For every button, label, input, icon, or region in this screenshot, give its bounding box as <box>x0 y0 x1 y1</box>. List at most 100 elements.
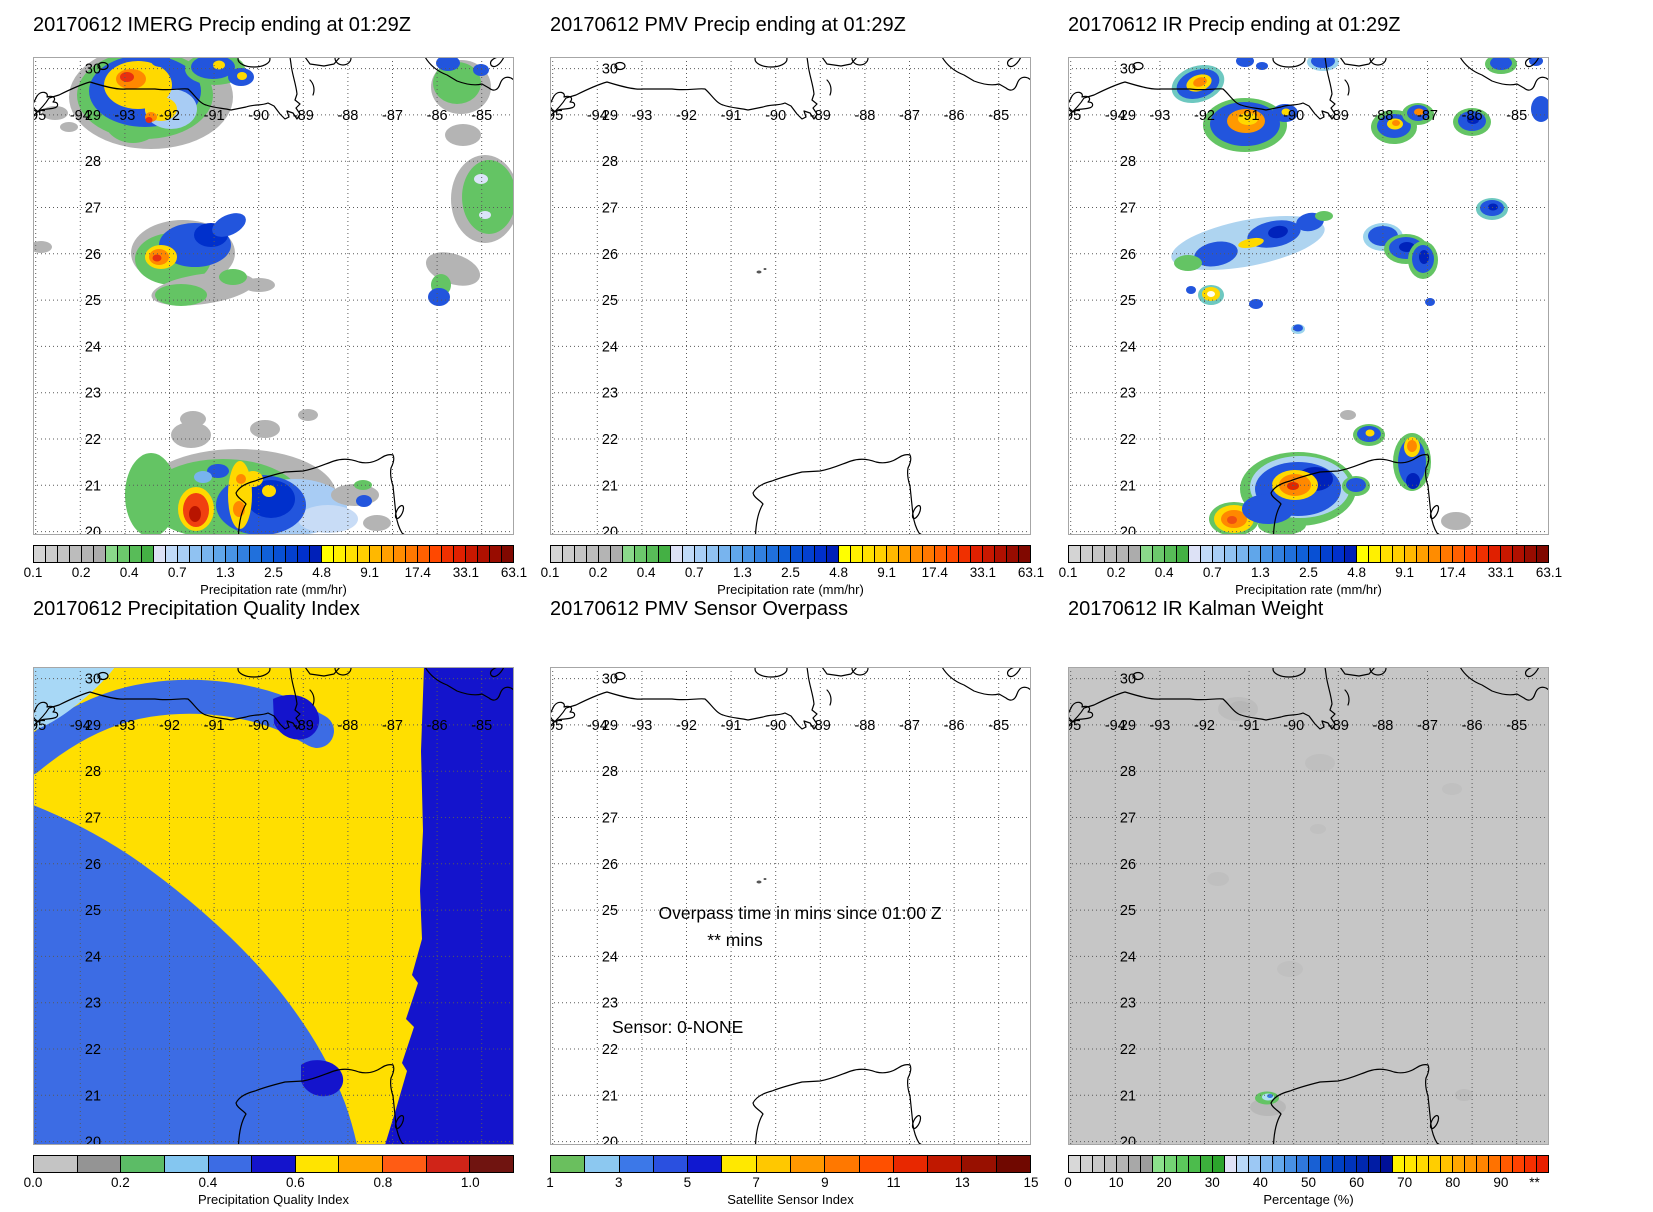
colorbar-cell <box>1297 546 1309 562</box>
coastline <box>550 57 1031 535</box>
colorbar-cell <box>1525 1156 1537 1172</box>
colorbar-cell <box>722 1156 757 1172</box>
colorbar-precip-rate <box>550 545 1031 563</box>
page-title: 20170612 IR Precip ending at 01:29Z <box>1068 14 1401 36</box>
colorbar-cell <box>1225 1156 1237 1172</box>
colorbar-cell <box>1537 1156 1548 1172</box>
colorbar-cell <box>1249 546 1261 562</box>
lat-tick-label: 21 <box>1120 1088 1136 1104</box>
colorbar-cell <box>34 546 46 562</box>
lon-tick-label: -86 <box>944 108 965 124</box>
lat-tick-label: 30 <box>1120 62 1136 78</box>
colorbar-tick-label: 0.7 <box>167 565 187 580</box>
colorbar-cell <box>1345 546 1357 562</box>
colorbar-tick-label: 80 <box>1445 1175 1461 1190</box>
lon-tick-label: -91 <box>204 108 225 124</box>
lat-tick-label: 22 <box>1120 1042 1136 1058</box>
lon-tick-label: -92 <box>1194 718 1215 734</box>
lat-tick-label: 22 <box>85 1042 101 1058</box>
colorbar-cell <box>77 1156 122 1172</box>
colorbar-cell <box>1393 1156 1405 1172</box>
colorbar-cell <box>1513 1156 1525 1172</box>
colorbar-cell <box>575 546 587 562</box>
lat-tick-label: 22 <box>602 1042 618 1058</box>
colorbar-cell <box>1417 1156 1429 1172</box>
colorbar-cell <box>1177 1156 1189 1172</box>
lat-tick-label: 26 <box>1120 857 1136 873</box>
lat-tick-label: 24 <box>1120 949 1136 965</box>
lat-tick-label: 22 <box>602 432 618 448</box>
lon-tick-label: -95 <box>1068 108 1081 124</box>
graticule-labels: 30 29 28 27 26 25 24 23 22 21 20 -95 -94 -93 -92 -91 -90… <box>1068 672 1527 1145</box>
colorbar-cell <box>1489 546 1501 562</box>
colorbar-cell <box>1489 1156 1501 1172</box>
lon-tick-label: -93 <box>114 108 135 124</box>
map-pmv-sensor-overpass: 30 29 28 27 26 25 24 23 22 21 20 -95 -94 -93 -92 -91 -90… <box>550 667 1031 1145</box>
colorbar-cell <box>875 546 887 562</box>
colorbar-tick-label: 17.4 <box>404 565 431 580</box>
lat-tick-label: 25 <box>602 293 618 309</box>
lat-tick-label: 20 <box>1120 1135 1136 1145</box>
lat-tick-label: 23 <box>1120 386 1136 402</box>
lon-tick-label: -87 <box>382 108 403 124</box>
lon-tick-label: -88 <box>1372 718 1393 734</box>
colorbar-cell <box>790 1156 826 1172</box>
lat-tick-label: 24 <box>85 339 101 355</box>
colorbar-cell <box>1129 546 1141 562</box>
colorbar-cell <box>1441 1156 1453 1172</box>
colorbar-cell <box>635 546 647 562</box>
lon-tick-label: -89 <box>1328 108 1349 124</box>
lon-tick-label: -93 <box>114 718 135 734</box>
colorbar-cell <box>1525 546 1537 562</box>
graticule-labels: 30 29 28 27 26 25 24 23 22 21 20 -95 -94 -93 -92 -91 -90… <box>1068 62 1527 535</box>
colorbar-cell <box>1165 1156 1177 1172</box>
colorbar-tick-label: 0.4 <box>119 565 139 580</box>
colorbar-cell <box>322 546 334 562</box>
lon-tick-label: -85 <box>471 718 492 734</box>
map-annotation: Overpass time in mins since 01:00 Z <box>658 903 941 923</box>
colorbar-cell <box>1201 546 1213 562</box>
colorbar-cell <box>154 546 166 562</box>
colorbar-cell <box>1477 1156 1489 1172</box>
panel-ir-kalman-weight: 20170612 IR Kalman Weight 30 29 28 27 26 25 24… <box>1064 586 1549 1207</box>
page-title: 20170612 IR Kalman Weight <box>1068 598 1324 620</box>
colorbar-cell <box>791 546 803 562</box>
colorbar-cell <box>585 1156 620 1172</box>
colorbar-cell <box>659 546 671 562</box>
lat-tick-label: 27 <box>85 811 101 827</box>
colorbar-cell <box>839 546 851 562</box>
colorbar-cell <box>1273 1156 1285 1172</box>
colorbar-cell <box>82 546 94 562</box>
colorbar-tick-label: 2.5 <box>781 565 800 580</box>
colorbar-cell <box>1201 1156 1213 1172</box>
lat-tick-label: 28 <box>1120 764 1136 780</box>
lon-tick-label: -92 <box>159 108 180 124</box>
lat-tick-label: 26 <box>85 247 101 263</box>
colorbar-cell <box>1261 546 1273 562</box>
colorbar-cell <box>911 546 923 562</box>
colorbar-cell <box>202 546 214 562</box>
lon-tick-label: -87 <box>899 108 920 124</box>
colorbar-cell <box>1465 546 1477 562</box>
lat-tick-label: 23 <box>85 386 101 402</box>
graticule-gridlines <box>550 57 1031 535</box>
colorbar-tick-label: 33.1 <box>452 565 480 580</box>
colorbar-cell <box>1477 546 1489 562</box>
colorbar-cell <box>382 546 394 562</box>
map-data-layer <box>1171 57 1549 535</box>
colorbar-ticks: 1 3 5 7 9 11 13 15 <box>546 1173 1038 1191</box>
lat-tick-label: 29 <box>1120 718 1136 734</box>
lat-tick-label: 28 <box>602 764 618 780</box>
lat-tick-label: 27 <box>602 201 618 217</box>
lon-tick-label: -89 <box>810 108 831 124</box>
lat-tick-label: 21 <box>85 478 101 494</box>
lon-tick-label: -94 <box>70 718 91 734</box>
colorbar-cell <box>815 546 827 562</box>
map-data-layer <box>756 268 767 274</box>
colorbar-tick-label: 0.4 <box>198 1175 218 1190</box>
colorbar-cell <box>406 546 418 562</box>
colorbar-tick-label: 1 <box>546 1175 554 1190</box>
lon-tick-label: -89 <box>1328 718 1349 734</box>
colorbar-ticks: 0.0 0.2 0.4 0.6 0.8 1.0 <box>24 1173 514 1191</box>
lat-tick-label: 27 <box>1120 201 1136 217</box>
